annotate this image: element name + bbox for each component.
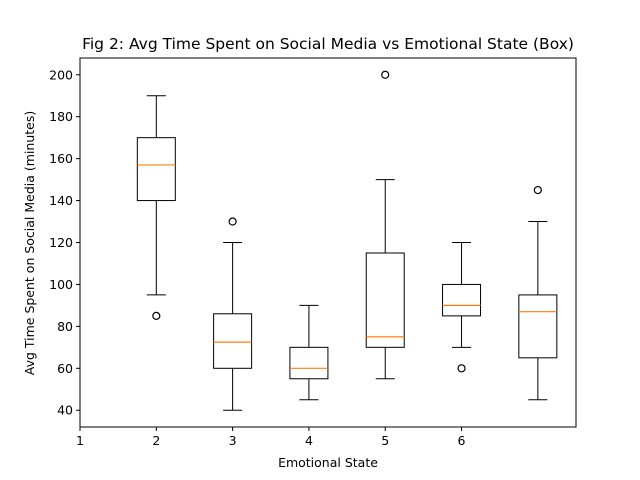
- outlier-point: [381, 70, 390, 79]
- x-tick-label: 2: [152, 433, 160, 448]
- y-tick-label: 60: [57, 361, 73, 376]
- y-tick-label: 80: [57, 319, 73, 334]
- outlier-point: [533, 185, 542, 195]
- y-tick-label: 100: [49, 277, 73, 292]
- box-body: [442, 283, 482, 317]
- chart-title: Fig 2: Avg Time Spent on Social Media vs…: [82, 35, 574, 53]
- x-tick-label: 6: [458, 433, 466, 448]
- y-tick-label: 180: [49, 109, 73, 124]
- y-tick-label: 140: [49, 193, 73, 208]
- y-axis-label: Avg Time Spent on Social Media (minutes): [22, 111, 37, 376]
- y-tick-label: 160: [49, 151, 73, 166]
- x-tick-label: 1: [76, 433, 84, 448]
- outlier-point: [152, 311, 161, 320]
- x-tick-label: 3: [229, 433, 237, 448]
- plot-area: 40 60 80 100 120 140 160 180 200 1 2 3 4 5 6: [49, 57, 577, 448]
- box-body: [136, 137, 176, 202]
- outlier-point: [457, 364, 466, 373]
- x-tick-label: 4: [305, 433, 313, 448]
- box-body: [365, 252, 405, 348]
- y-tick-label: 200: [49, 67, 73, 82]
- outlier-point: [228, 217, 237, 226]
- box-body: [213, 313, 253, 369]
- y-tick-label: 120: [49, 235, 73, 250]
- x-axis-label: Emotional State: [278, 455, 378, 470]
- box-body: [518, 294, 558, 359]
- y-tick-label: 40: [57, 403, 73, 418]
- box-body: [289, 346, 329, 380]
- x-tick-label: 5: [381, 433, 389, 448]
